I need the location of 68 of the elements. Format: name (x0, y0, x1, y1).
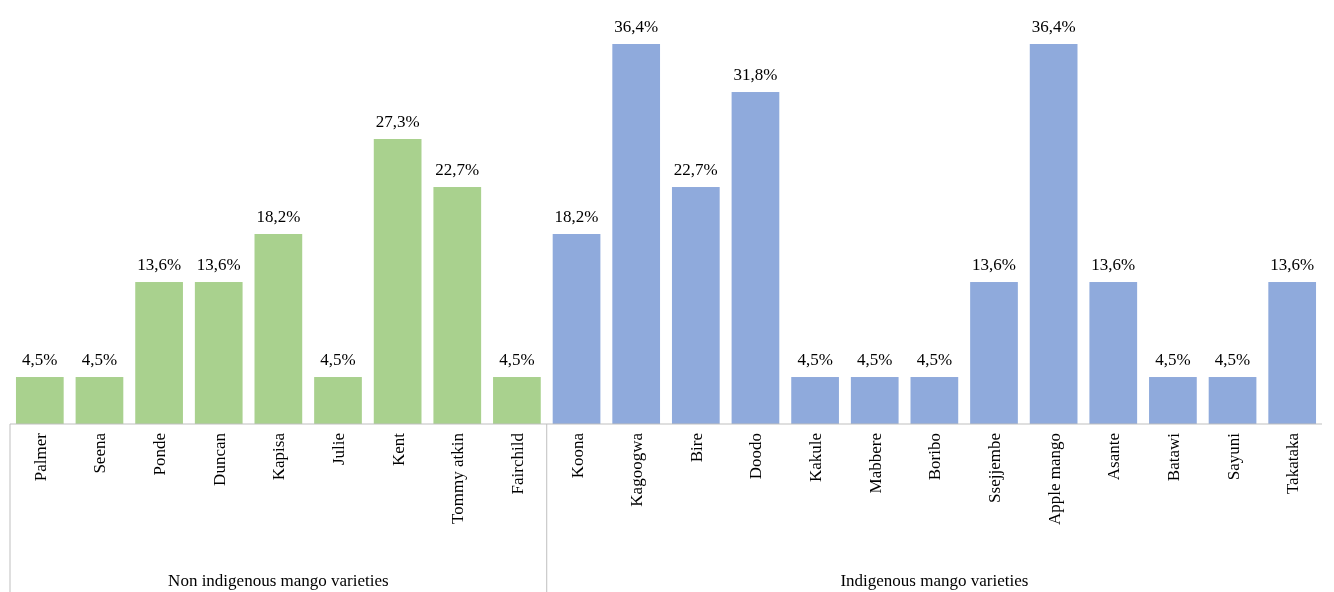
bar (970, 282, 1018, 424)
bar (552, 234, 601, 424)
x-tick-label: Kakule (806, 433, 826, 483)
x-tick-label: Kapisa (269, 432, 289, 481)
bar (314, 377, 362, 424)
bar (791, 377, 839, 424)
data-label: 4,5% (1155, 350, 1191, 370)
data-label: 4,5% (916, 350, 953, 370)
data-label: 13,6% (196, 255, 241, 275)
x-tick-label: Bire (686, 433, 706, 463)
x-tick-label: Sayuni (1223, 432, 1243, 481)
x-tick-label: Doodo (746, 433, 766, 480)
data-label: 18,2% (554, 207, 599, 226)
data-label: 4,5% (81, 350, 118, 370)
bar (433, 187, 482, 424)
x-tick-label: Julie (329, 433, 348, 466)
data-label: 4,5% (857, 350, 893, 370)
bar (1268, 282, 1317, 424)
data-label: 13,6% (1270, 255, 1315, 275)
bar (731, 92, 780, 424)
x-tick-label: Palmer (30, 432, 50, 482)
x-tick-label: Boribo (925, 433, 945, 481)
x-tick-label: Kagoogwa (627, 432, 647, 507)
bar (910, 377, 959, 424)
x-tick-label: Takataka (1283, 432, 1303, 495)
x-tick-label: Seena (90, 432, 110, 474)
x-tick-label: Ssejjembe (985, 433, 1004, 503)
x-tick-label: Apple mango (1044, 433, 1064, 526)
bar (373, 139, 422, 424)
data-label: 22,7% (673, 160, 718, 180)
x-tick-label: Mabbere (865, 433, 885, 494)
data-label: 18,2% (256, 207, 301, 226)
bar (1208, 377, 1257, 424)
bar (15, 377, 64, 424)
data-label: 36,4% (1031, 17, 1076, 36)
bar (1149, 377, 1197, 424)
data-label: 4,5% (797, 350, 833, 370)
data-label: 4,5% (1214, 350, 1251, 370)
bar (194, 282, 243, 424)
x-tick-label: Batawi (1163, 432, 1183, 482)
data-label: 22,7% (435, 160, 480, 180)
data-label: 13,6% (972, 255, 1016, 275)
data-label: 13,6% (137, 255, 182, 275)
bar (1089, 282, 1138, 424)
data-label: 4,5% (320, 350, 356, 370)
data-label: 4,5% (22, 350, 58, 370)
x-tick-label: Koona (567, 432, 587, 479)
bar (850, 377, 899, 424)
data-label: 36,4% (614, 17, 659, 36)
x-tick-label: Ponde (150, 433, 170, 476)
data-label: 31,8% (733, 65, 778, 85)
bar (493, 377, 541, 424)
data-label: 13,6% (1091, 255, 1136, 275)
bar (254, 234, 303, 424)
data-label: 4,5% (499, 350, 535, 370)
bar (671, 187, 720, 424)
bar (1029, 44, 1078, 424)
x-tick-label: Asante (1104, 433, 1124, 481)
bar (75, 377, 124, 424)
bar (135, 282, 183, 424)
x-tick-label: Tommy atkin (448, 432, 468, 524)
text: Indigenous mango varieties (840, 571, 1029, 590)
x-tick-label: Kent (388, 432, 408, 467)
text: Non indigenous mango varieties (168, 571, 389, 590)
bar (612, 44, 661, 424)
data-label: 27,3% (375, 112, 420, 131)
x-tick-label: Fairchild (507, 432, 527, 495)
x-tick-label: Duncan (209, 432, 229, 486)
